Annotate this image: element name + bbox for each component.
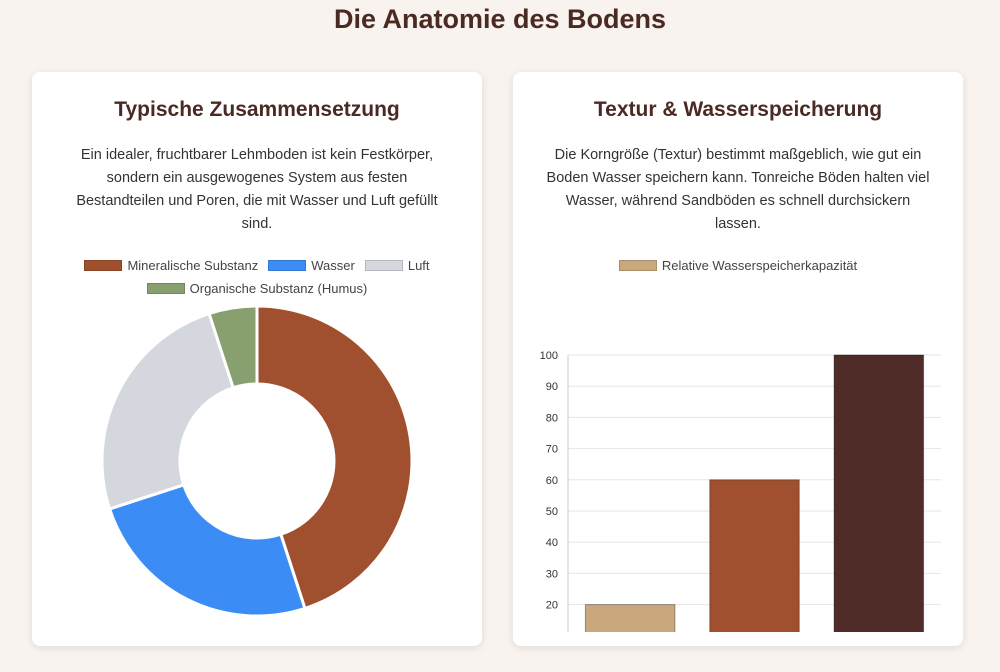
doughnut-slice-2[interactable] <box>100 311 236 511</box>
texture-card-title: Textur & Wasserspeicherung <box>593 98 883 121</box>
y-tick-label: 90 <box>546 381 558 393</box>
composition-card-title: Typische Zusammensetzung <box>114 98 400 121</box>
y-tick-label: 30 <box>546 568 558 580</box>
texture-card: Textur & Wasserspeicherung Die Korngröße… <box>513 72 963 646</box>
legend-label: Relative Wasserspeicherkapazität <box>661 258 858 273</box>
doughnut-slice-1[interactable] <box>107 482 307 618</box>
legend-swatch <box>268 260 307 271</box>
bar-ton[interactable] <box>833 354 925 632</box>
legend-item-wasser[interactable]: Wasser <box>268 258 355 273</box>
doughnut-chart <box>100 306 414 618</box>
legend-label: Luft <box>407 258 430 273</box>
legend-swatch <box>364 260 403 271</box>
composition-card-description: Ein idealer, fruchtbarer Lehmboden ist k… <box>76 147 438 232</box>
legend-label: Organische Substanz (Humus) <box>189 281 368 296</box>
y-tick-label: 100 <box>540 350 558 362</box>
legend-swatch <box>146 283 185 294</box>
texture-card-description: Die Korngröße (Textur) bestimmt maßgebli… <box>546 147 930 232</box>
legend-item-organische-substanz[interactable]: Organische Substanz (Humus) <box>146 281 368 296</box>
bar-chart: 0102030405060708090100SandSchluffTon <box>540 350 941 632</box>
y-tick-label: 80 <box>546 412 558 424</box>
doughnut-slice-3[interactable] <box>207 306 259 390</box>
bar-schluff[interactable] <box>709 479 800 632</box>
composition-card: Typische Zusammensetzung Ein idealer, fr… <box>32 72 482 646</box>
y-tick-label: 10 <box>546 631 558 632</box>
legend-label: Mineralische Substanz <box>127 258 259 273</box>
legend-swatch <box>84 260 123 271</box>
legend-item-mineralische-substanz[interactable]: Mineralische Substanz <box>84 258 258 273</box>
page-title: Die Anatomie des Bodens <box>333 4 667 34</box>
legend-item-luft[interactable]: Luft <box>364 258 430 273</box>
y-tick-label: 50 <box>546 506 558 518</box>
legend-item-wasserspeicherkapazitaet[interactable]: Relative Wasserspeicherkapazität <box>618 258 858 273</box>
y-tick-label: 70 <box>546 444 558 456</box>
doughnut-slice-0[interactable] <box>255 306 414 611</box>
y-tick-label: 40 <box>546 537 558 549</box>
y-tick-label: 60 <box>546 475 558 487</box>
y-tick-label: 20 <box>546 600 558 612</box>
legend-swatch <box>618 260 657 271</box>
bar-legend: Relative Wasserspeicherkapazität <box>513 254 963 277</box>
legend-label: Wasser <box>311 258 355 273</box>
bar-sand[interactable] <box>584 604 676 632</box>
doughnut-legend: Mineralische Substanz Wasser Luft Organi… <box>32 254 482 300</box>
